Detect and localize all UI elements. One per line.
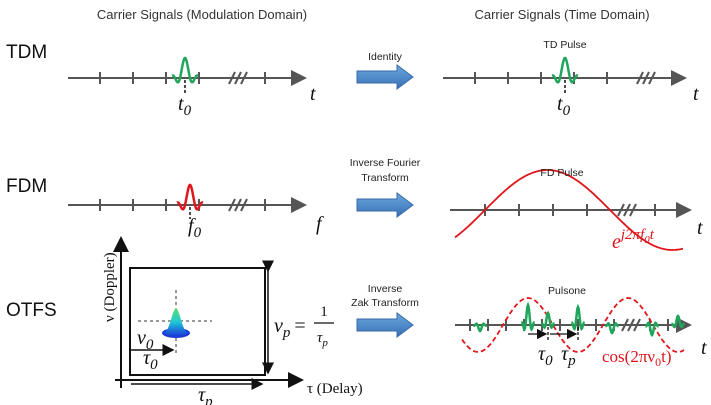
pulse: [570, 303, 586, 332]
subscript: 0: [184, 103, 192, 119]
blob-peak: [164, 308, 188, 336]
superscript: t: [650, 227, 655, 243]
axis-break: [228, 198, 236, 212]
axis-break: [234, 198, 242, 212]
pulse: [171, 56, 199, 84]
pulse: [541, 310, 555, 330]
nup-label: νp =: [274, 315, 306, 341]
subscript: 0: [563, 103, 571, 119]
header: Carrier Signals (Time Domain): [474, 7, 649, 22]
axis-label: t: [697, 217, 703, 239]
pulse: [605, 321, 619, 335]
symbol: ν: [274, 315, 283, 337]
transform-arrow: [356, 192, 414, 218]
axis-label: t: [701, 337, 707, 359]
subscript: 0: [194, 225, 202, 241]
pulse: [671, 314, 685, 329]
equals: =: [294, 315, 305, 337]
transform-label: Inverse: [368, 283, 403, 295]
subscript: 0: [146, 337, 154, 353]
axis-label: ν (Doppler): [102, 252, 118, 322]
symbol: ν: [137, 327, 146, 349]
taup-label: τp: [198, 384, 213, 405]
axis-break: [240, 198, 248, 212]
axis-break: [617, 203, 625, 217]
transform-label: Zak Transform: [351, 297, 419, 309]
tau0-label: τ0: [538, 343, 553, 369]
axis-break: [621, 318, 629, 332]
formula-tail: t): [661, 347, 671, 366]
subscript: 0: [644, 234, 650, 246]
row-label: OTFS: [6, 300, 57, 321]
nu0-label: ν0: [137, 327, 154, 353]
subscript: 0: [655, 355, 661, 369]
axis-break: [636, 71, 644, 85]
subscript: p: [282, 325, 291, 341]
axis-break: [642, 71, 650, 85]
pulse: [520, 301, 536, 332]
axis-label: t: [693, 83, 699, 105]
transform-label: Identity: [368, 51, 403, 63]
transform-arrow: [356, 64, 414, 90]
subscript: p: [204, 394, 213, 405]
pulse-title: FD Pulse: [540, 167, 583, 179]
row-label: FDM: [6, 176, 47, 197]
pulse-title: Pulsone: [548, 285, 586, 297]
marker-label: f0: [188, 215, 202, 241]
symbol: τ: [143, 347, 151, 369]
taup-label: τp: [561, 343, 576, 369]
pulse-title: TD Pulse: [543, 39, 586, 51]
axis-break: [228, 71, 236, 85]
numerator: 1: [320, 304, 328, 320]
superscript: j2πf: [619, 227, 646, 243]
marker-label: t0: [557, 93, 571, 119]
fd-pulse: [454, 169, 684, 251]
axis-break: [240, 71, 248, 85]
symbol: τ: [538, 343, 546, 365]
axis-break: [648, 71, 656, 85]
axis-break: [629, 203, 637, 217]
symbol: t: [178, 93, 184, 115]
axis-break: [633, 318, 641, 332]
formula: cos(2πν0t): [602, 347, 671, 369]
axis-label: f: [316, 213, 324, 235]
subscript: p: [567, 353, 576, 369]
symbol: τ: [561, 343, 569, 365]
symbol: τ: [317, 330, 323, 346]
symbol: t: [557, 93, 563, 115]
pulse: [645, 321, 659, 337]
axis-break: [627, 318, 635, 332]
axis-break: [234, 71, 242, 85]
transform-label: Transform: [361, 172, 409, 184]
symbol: τ: [198, 384, 206, 405]
transform-label: Inverse Fourier: [350, 157, 421, 169]
formula-text: cos(2πν: [602, 347, 655, 366]
pulse: [473, 322, 487, 333]
axis-label: τ (Delay): [307, 381, 363, 397]
subscript: p: [321, 337, 328, 349]
cos-envelope: [461, 297, 685, 353]
shapes: [68, 56, 692, 390]
header: Carrier Signals (Modulation Domain): [97, 7, 307, 22]
transform-arrow: [356, 312, 414, 338]
axis-label: t: [310, 83, 316, 105]
formula: ej2πf0t: [612, 227, 655, 253]
pulse: [551, 56, 579, 84]
row-label: TDM: [6, 42, 47, 63]
subscript: 0: [150, 357, 158, 373]
symbol: f: [188, 215, 196, 237]
symbol: e: [612, 231, 621, 253]
tau0-label: τ0: [143, 347, 158, 373]
subscript: 0: [545, 353, 553, 369]
denominator: τp: [317, 330, 328, 349]
marker-label: t0: [178, 93, 192, 119]
pulse: [176, 183, 204, 211]
axis-break: [623, 203, 631, 217]
